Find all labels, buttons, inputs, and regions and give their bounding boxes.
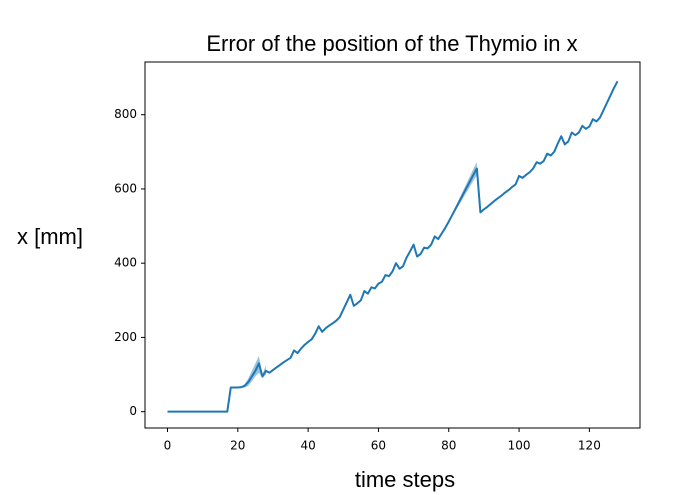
- y-tick-label: 200: [114, 330, 137, 344]
- x-tick-label: 100: [508, 439, 531, 453]
- x-tick-label: 0: [164, 439, 172, 453]
- y-axis-label: x [mm]: [17, 224, 83, 249]
- data-line: [167, 80, 619, 413]
- y-tick-label: 800: [114, 107, 137, 121]
- confidence-band: [445, 161, 477, 228]
- x-tick-label: 40: [300, 439, 315, 453]
- y-tick-label: 600: [114, 181, 137, 195]
- x-tick-label: 60: [371, 439, 386, 453]
- x-tick-label: 120: [578, 439, 601, 453]
- plot-area: [167, 80, 619, 413]
- y-tick-label: 0: [129, 404, 137, 418]
- y-tick-label: 400: [114, 256, 137, 270]
- axes-frame: [144, 61, 641, 429]
- chart-title: Error of the position of the Thymio in x: [206, 31, 577, 56]
- x-axis-label: time steps: [355, 467, 455, 492]
- x-tick-label: 80: [441, 439, 456, 453]
- x-tick-label: 20: [230, 439, 245, 453]
